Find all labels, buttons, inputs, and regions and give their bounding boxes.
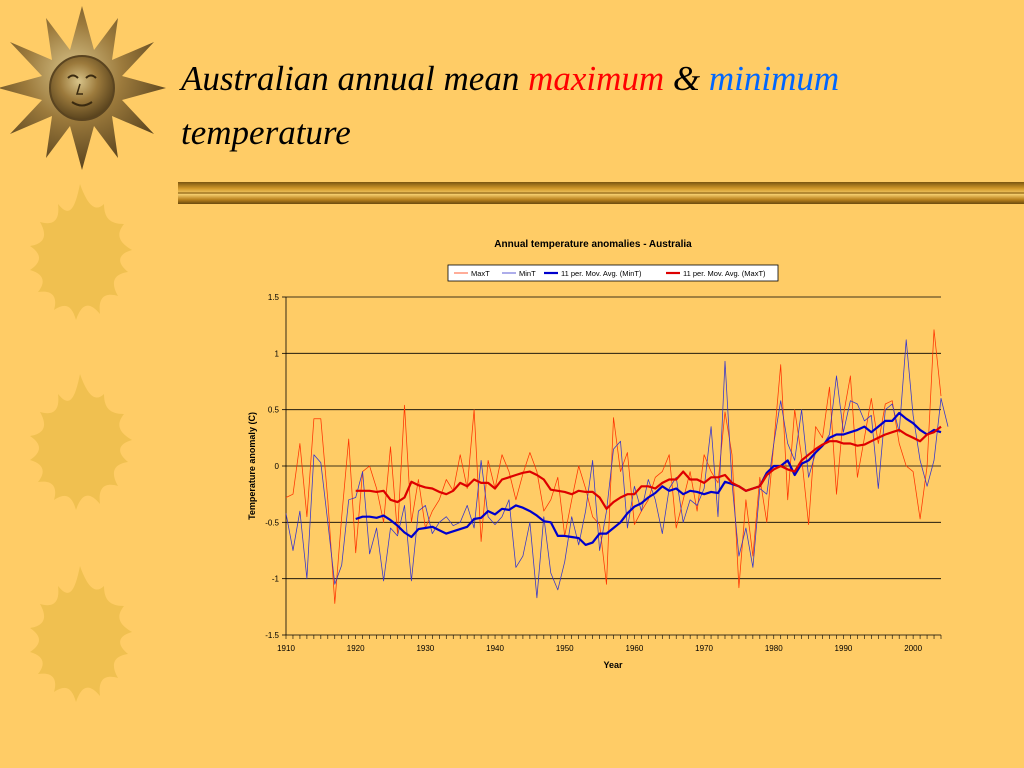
decorative-sun-strip xyxy=(0,6,166,702)
y-tick-label: 1 xyxy=(275,349,280,358)
bronze-sun-face-icon xyxy=(0,6,166,170)
x-tick-label: 1940 xyxy=(486,644,504,653)
y-tick-label: -0.5 xyxy=(265,518,279,527)
title-minimum: minimum xyxy=(708,59,840,98)
x-tick-label: 1970 xyxy=(695,644,713,653)
x-tick-label: 1960 xyxy=(626,644,644,653)
legend-box xyxy=(447,264,779,282)
title-part1: Australian annual mean xyxy=(181,59,520,98)
y-tick-label: -1 xyxy=(272,575,280,584)
title-part2: temperature xyxy=(181,113,351,152)
x-axis-label: Year xyxy=(603,660,623,670)
chart-legend: MaxT MinT 11 per. Mov. Avg. (MinT) 11 per. … xyxy=(447,264,779,282)
series-line-11-per-mov-avg-maxt- xyxy=(355,425,942,510)
sun-icon xyxy=(30,566,132,702)
legend-entry: MinT xyxy=(519,269,536,278)
y-tick-label: 1.5 xyxy=(268,293,280,302)
title-maximum: maximum xyxy=(528,59,665,98)
title-divider xyxy=(178,182,1024,204)
x-tick-label: 1990 xyxy=(835,644,853,653)
y-axis-ticks: 1.5 1 0.5 0 -0.5 -1 -1.5 xyxy=(265,293,287,640)
slide-title: Australian annual mean maximum & minimum… xyxy=(181,52,1001,160)
chart-gridlines xyxy=(286,296,941,580)
series-line-maxt xyxy=(285,329,942,604)
x-tick-label: 1920 xyxy=(347,644,365,653)
x-tick-label: 1980 xyxy=(765,644,783,653)
y-tick-label: 0 xyxy=(275,462,280,471)
series-line-mint xyxy=(285,339,949,599)
y-tick-label: 0.5 xyxy=(268,406,280,415)
temperature-anomaly-chart: Annual temperature anomalies - Australia… xyxy=(247,239,949,670)
x-tick-label: 1930 xyxy=(416,644,434,653)
y-axis-label: Temperature anomaly (C) xyxy=(247,412,257,520)
chart-title: Annual temperature anomalies - Australia xyxy=(494,239,692,250)
series-line-11-per-mov-avg-mint- xyxy=(355,411,942,546)
chart-plot-area xyxy=(285,329,949,604)
title-ampersand: & xyxy=(672,59,701,98)
x-tick-label: 2000 xyxy=(904,644,922,653)
sun-icon xyxy=(30,184,132,320)
x-tick-label: 1910 xyxy=(277,644,295,653)
x-axis-ticks: 1910 1920 1930 1940 1950 1960 1970 1980 1990 2000 xyxy=(277,634,942,653)
x-tick-label: 1950 xyxy=(556,644,574,653)
legend-entry: 11 per. Mov. Avg. (MaxT) xyxy=(683,269,766,278)
y-tick-label: -1.5 xyxy=(265,631,279,640)
sun-icon xyxy=(30,374,132,510)
legend-entry: MaxT xyxy=(471,269,490,278)
legend-entry: 11 per. Mov. Avg. (MinT) xyxy=(561,269,642,278)
